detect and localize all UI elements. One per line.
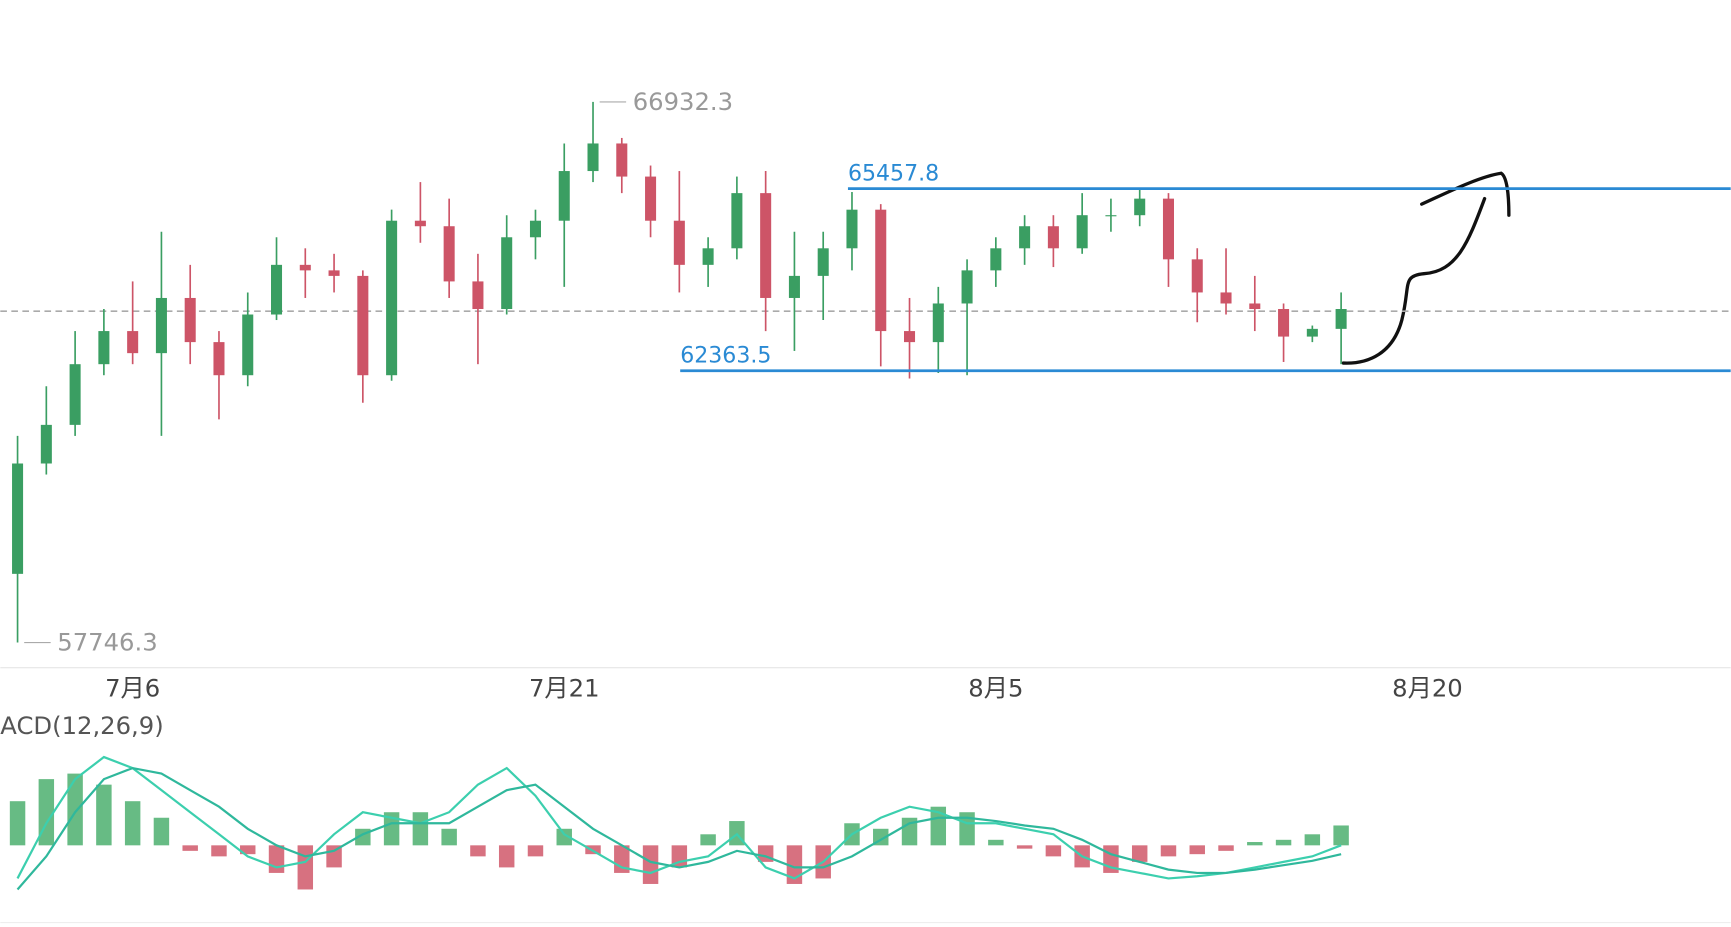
macd-bar [182,845,198,851]
macd-bar [1275,839,1292,846]
candle-body [184,297,196,343]
candle-body [1019,226,1031,249]
candle-body [1162,198,1174,260]
x-tick-label: 7月21 [529,674,600,703]
candle-body [242,314,254,376]
macd-bar [211,845,227,857]
macd-bar [1218,845,1234,851]
extreme-label: 57746.3 [57,628,157,657]
macd-bar [1247,842,1263,846]
macd-bar [700,834,716,846]
macd-bar [441,828,457,846]
candle-body [846,209,858,249]
candle-body [501,237,513,310]
candle-body [1306,328,1318,337]
macd-bar [1131,845,1148,862]
macd-bar [556,828,572,846]
level-label: 65457.8 [848,161,939,186]
candle-body [443,226,455,282]
macd-dif-line [16,755,1342,880]
macd-bar [1016,845,1033,849]
macd-bar [786,845,803,884]
candle-body [990,248,1002,271]
x-tick-label: 8月20 [1392,674,1463,703]
candle-body [414,220,426,227]
candle-body [357,275,369,376]
macd-bar [412,812,429,846]
x-tick-label: 8月5 [968,674,1023,703]
candle-body [731,193,743,249]
macd-bar [383,812,400,846]
macd-bar [642,845,659,884]
candle-body [1134,198,1146,216]
candle-body [472,281,484,310]
candle-body [702,248,714,265]
macd-bar [67,773,83,846]
candle-body [673,220,685,265]
macd-bar [268,845,285,873]
macd-bar [959,812,975,846]
candle-body [788,275,800,298]
macd-title: ACD(12,26,9) [0,711,163,740]
candle-body [1249,303,1261,310]
candle-body [904,331,916,343]
candle-body [1220,292,1232,304]
candle-body [69,364,81,425]
macd-bar [96,784,112,846]
macd-bar [930,806,947,846]
candle-body [213,342,225,376]
macd-bar [1045,845,1062,857]
candle-body [558,171,570,221]
macd-bar [1304,834,1321,846]
candle-body [12,463,24,574]
candle-body [40,424,52,464]
candle-body [299,264,311,271]
macd-bar [153,817,170,846]
candle-body [1076,215,1088,249]
macd-bar [1189,845,1205,855]
candle-body [817,248,829,276]
candle-body [961,270,973,304]
candle-body [155,297,167,354]
macd-dea-line [16,766,1342,891]
extreme-label: 66932.3 [633,87,733,116]
candle-body [1278,309,1290,337]
candle-body [760,193,772,298]
macd-bar [297,845,314,890]
candle-body [98,331,110,365]
macd-bar [1160,845,1177,857]
macd-bar [9,801,26,846]
macd-bar [240,845,256,855]
macd-bar [1333,825,1349,846]
candle-body [616,143,628,177]
candle-body [645,176,657,221]
candle-body [328,270,340,276]
candle-body [1191,259,1203,293]
candle-body [271,264,283,315]
macd-bar [124,801,141,846]
macd-bar [527,845,544,857]
candle-body [932,303,944,343]
candle-body [1105,215,1117,217]
candle-body [875,209,887,332]
macd-bar [498,845,515,868]
candle-body [587,143,599,172]
macd-bar [988,839,1004,846]
macd-bar [470,845,486,857]
candle-body [529,220,541,238]
candle-body [386,220,398,376]
candle-body [127,331,139,354]
level-label: 62363.5 [680,343,771,368]
candle-body [1047,226,1059,249]
candle-body [1335,309,1347,329]
x-tick-label: 7月6 [105,674,160,703]
hand-drawn-arrow [1341,171,1511,365]
